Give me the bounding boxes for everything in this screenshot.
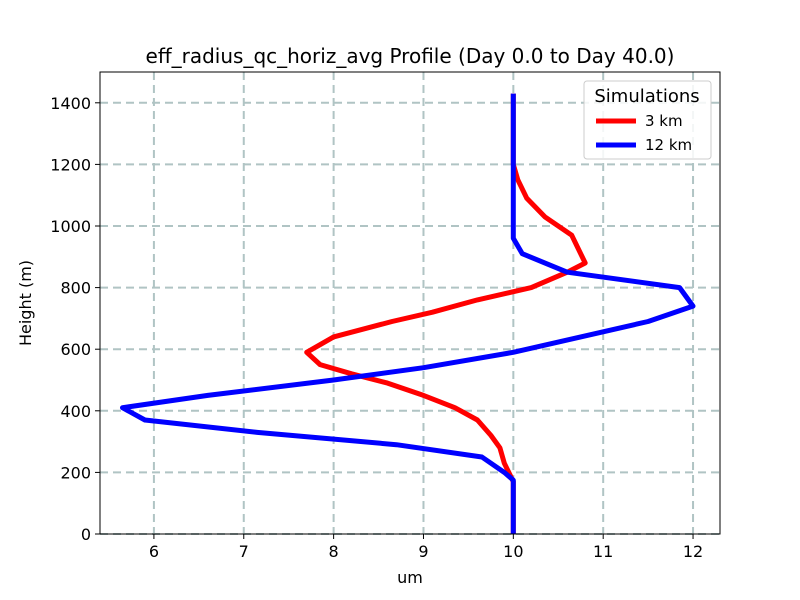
x-ticks: 6 7 8 9 10 11 12: [149, 534, 703, 561]
y-tick-label: 0: [81, 525, 91, 544]
x-tick-label: 12: [683, 542, 703, 561]
y-tick-label: 800: [60, 279, 91, 298]
x-tick-label: 10: [503, 542, 523, 561]
y-tick-label: 400: [60, 402, 91, 421]
y-axis-label: Height (m): [16, 260, 35, 346]
x-axis-label: um: [397, 568, 423, 587]
y-tick-label: 200: [60, 463, 91, 482]
y-tick-label: 1400: [50, 94, 91, 113]
y-tick-label: 1000: [50, 217, 91, 236]
chart-title: eff_radius_qc_horiz_avg Profile (Day 0.0…: [146, 44, 675, 68]
series-layer: [120, 93, 696, 534]
series-line-3-km: [304, 93, 588, 534]
y-ticks: 0 200 400 600 800 1000 1200 1400: [50, 94, 100, 544]
x-tick-label: 9: [418, 542, 428, 561]
legend-title: Simulations: [594, 86, 699, 107]
legend-label-3-km: 3 km: [645, 112, 683, 130]
x-tick-label: 8: [329, 542, 339, 561]
y-tick-label: 1200: [50, 155, 91, 174]
legend-label-12-km: 12 km: [645, 136, 692, 154]
y-tick-label: 600: [60, 340, 91, 359]
x-tick-label: 11: [593, 542, 613, 561]
x-tick-label: 6: [149, 542, 159, 561]
legend: Simulations 3 km 12 km: [583, 80, 712, 160]
legend-box: [583, 80, 712, 160]
series-line-12-km: [120, 93, 696, 534]
grid: [100, 72, 720, 535]
plot-frame: [99, 71, 721, 535]
legend-items: 3 km 12 km: [596, 112, 692, 154]
x-tick-label: 7: [239, 542, 249, 561]
